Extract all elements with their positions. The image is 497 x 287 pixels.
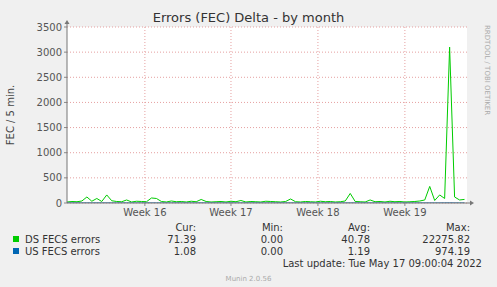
- legend-stat: 1.19: [348, 246, 370, 257]
- grid-line: [67, 127, 467, 128]
- background: [0, 0, 497, 287]
- last-update: Last update: Tue May 17 09:00:04 2022: [283, 258, 482, 269]
- tick-label: Week 18: [296, 207, 339, 218]
- y-label: FEC / 5 min.: [5, 85, 16, 145]
- watermark: RRDTOOL / TOBI OETIKER: [483, 25, 491, 115]
- grid-line: [67, 102, 467, 103]
- tick-label: 1500: [37, 122, 62, 133]
- legend-stat: 71.39: [167, 234, 196, 245]
- legend-header: Max:: [446, 222, 470, 233]
- x-axis: [67, 203, 471, 204]
- tick-label: 0: [56, 198, 62, 209]
- tick-label: 3000: [37, 47, 62, 58]
- legend-label: US FECS errors: [25, 246, 100, 257]
- tick-label: Week 16: [123, 207, 166, 218]
- series-line: [67, 47, 465, 202]
- legend-stat: 0.00: [261, 246, 283, 257]
- legend-stat: 1.08: [174, 246, 196, 257]
- y-axis: [67, 23, 68, 203]
- tick-label: Week 17: [209, 207, 252, 218]
- legend-swatch: [13, 236, 19, 242]
- legend-stat: 22275.82: [422, 234, 470, 245]
- axis-arrow: [65, 20, 70, 24]
- grid-line: [230, 27, 231, 203]
- legend-swatch: [13, 248, 19, 254]
- grid-line: [67, 77, 467, 78]
- grid-line: [67, 152, 467, 153]
- tick-label: 500: [43, 172, 62, 183]
- tick-label: 3500: [37, 22, 62, 33]
- legend-header: Avg:: [348, 222, 370, 233]
- tick-label: 1000: [37, 147, 62, 158]
- legend-stat: 40.78: [341, 234, 370, 245]
- legend-stat: 974.19: [435, 246, 470, 257]
- grid-line: [404, 27, 405, 203]
- grid-line: [67, 177, 467, 178]
- legend-header: Cur:: [175, 222, 196, 233]
- grid-line: [67, 27, 467, 28]
- title: Errors (FEC) Delta - by month: [153, 10, 345, 25]
- legend-header: Min:: [262, 222, 283, 233]
- tick-label: 2500: [37, 72, 62, 83]
- axis-arrow: [470, 201, 474, 206]
- legend-stat: 0.00: [261, 234, 283, 245]
- tick-label: 2000: [37, 97, 62, 108]
- tick-label: Week 19: [383, 207, 426, 218]
- legend-label: DS FECS errors: [25, 234, 100, 245]
- footer: Munin 2.0.56: [226, 275, 272, 283]
- chart: Errors (FEC) Delta - by month FEC / 5 min…: [0, 0, 497, 287]
- grid-line: [144, 27, 145, 203]
- plot-area: [67, 27, 467, 203]
- grid-line: [317, 27, 318, 203]
- grid-line: [67, 52, 467, 53]
- data-group: [67, 47, 465, 203]
